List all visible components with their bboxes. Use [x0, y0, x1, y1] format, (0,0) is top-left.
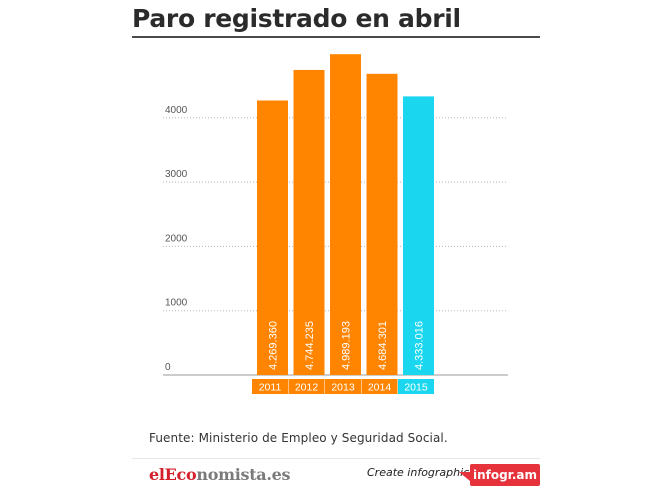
x-tick-label: 2011 [259, 382, 282, 394]
x-tick-label: 2013 [331, 382, 355, 394]
title-underline [132, 36, 540, 38]
y-tick-label: 0 [165, 362, 171, 373]
category-tag [398, 379, 434, 394]
y-tick-label: 2000 [165, 233, 188, 244]
footer-divider [132, 458, 540, 459]
x-tick-label: 2012 [295, 382, 319, 394]
category-tag [325, 379, 361, 394]
bar-value-label: 4.684.301 [377, 321, 389, 370]
bar[interactable] [293, 69, 325, 376]
x-tick-label: 2015 [404, 382, 428, 394]
create-infographics-link[interactable]: Create infographics [367, 466, 475, 479]
speech-bubble-tail-icon [459, 472, 470, 481]
category-tag [252, 379, 288, 394]
infogram-logo-button[interactable]: infogr.am [459, 464, 540, 486]
bar[interactable] [330, 54, 361, 376]
bar-value-label: 4.989.193 [341, 321, 353, 370]
bar-value-label: 4.744.235 [304, 321, 316, 370]
brand-part-red: elEco [149, 465, 197, 484]
bar-chart: 0 1000 2000 3000 4000 4.269.360 2011 4.744.235 2… [163, 54, 508, 394]
y-tick-label: 4000 [165, 105, 188, 116]
chart-title: Paro registrado en abril [132, 4, 461, 33]
source-note: Fuente: Ministerio de Empleo y Seguridad… [149, 431, 448, 445]
bar[interactable] [257, 100, 288, 375]
infogram-logo-label: infogr.am [472, 468, 538, 482]
x-tick-label: 2014 [368, 382, 392, 394]
bar[interactable] [403, 96, 434, 375]
y-tick-label: 3000 [165, 169, 188, 180]
bar-value-label: 4.333.016 [414, 321, 426, 370]
bar[interactable] [366, 73, 398, 376]
brand-part-gray: nomista.es [196, 465, 291, 484]
category-tag [288, 379, 325, 394]
bar-value-label: 4.269.360 [268, 321, 280, 370]
eleconomista-logo[interactable]: elEconomista.es [149, 465, 291, 484]
y-tick-label: 1000 [165, 298, 188, 309]
category-tag [361, 379, 398, 394]
